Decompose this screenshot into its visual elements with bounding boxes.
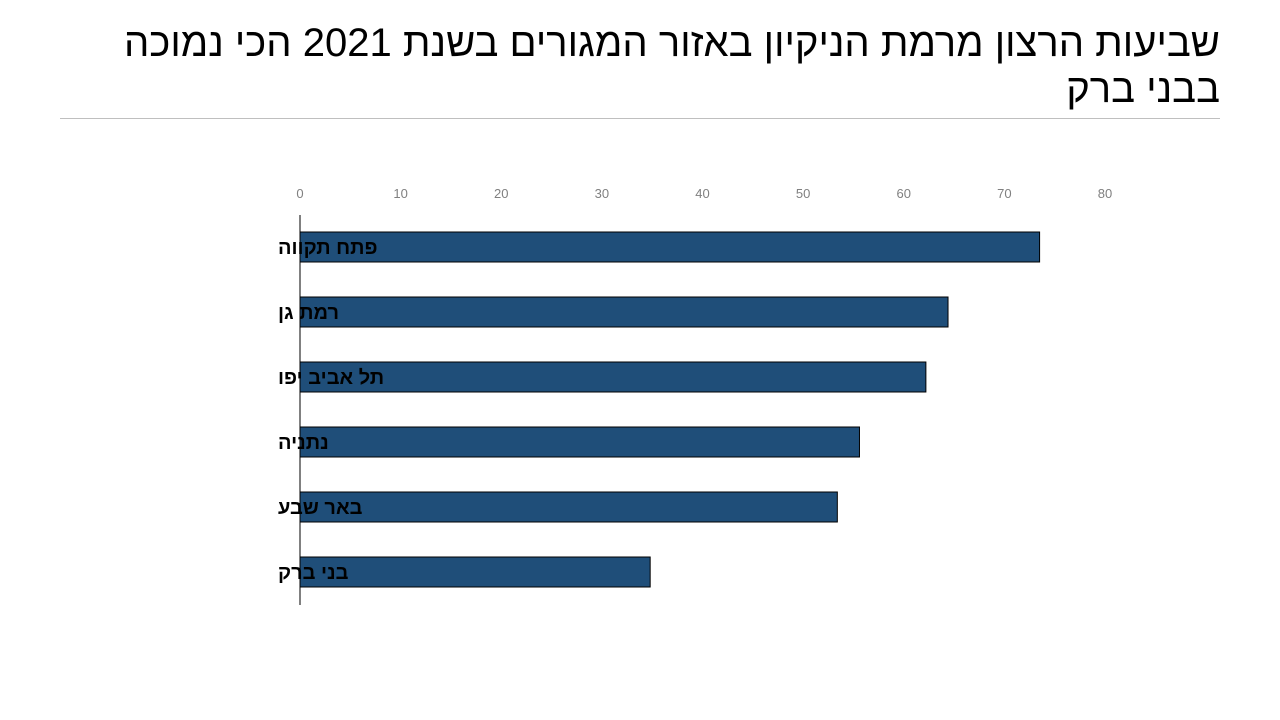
x-tick-label: 60	[897, 186, 911, 201]
page-title: שביעות הרצון מרמת הניקיון באזור המגורים …	[124, 21, 1220, 111]
title-divider	[60, 118, 1220, 119]
bar	[299, 556, 651, 588]
category-label: פתח תקווה	[278, 237, 378, 259]
x-tick-label: 80	[1098, 186, 1112, 201]
category-label: נתניה	[278, 432, 329, 454]
bars-group	[299, 231, 1041, 588]
category-label: בני ברק	[278, 562, 349, 584]
bar	[299, 231, 1041, 263]
x-tick-label: 20	[494, 186, 508, 201]
category-label: באר שבע	[278, 497, 363, 519]
x-tick-label: 0	[296, 186, 303, 201]
bar	[299, 361, 927, 393]
bar	[299, 491, 838, 523]
bar	[299, 426, 860, 458]
category-label: רמת גן	[278, 302, 339, 324]
x-tick-label: 30	[595, 186, 609, 201]
bar	[299, 296, 949, 328]
x-tick-label: 40	[695, 186, 709, 201]
x-axis-ticks: 0 10 20 30 40 50 60 70 80	[296, 186, 1112, 201]
x-tick-label: 70	[997, 186, 1011, 201]
x-tick-label: 50	[796, 186, 810, 201]
x-tick-label: 10	[393, 186, 407, 201]
category-labels: פתח תקווה רמת גן תל אביב יפו נתניה באר שבע בנ…	[278, 237, 384, 584]
category-label: תל אביב יפו	[278, 367, 384, 389]
